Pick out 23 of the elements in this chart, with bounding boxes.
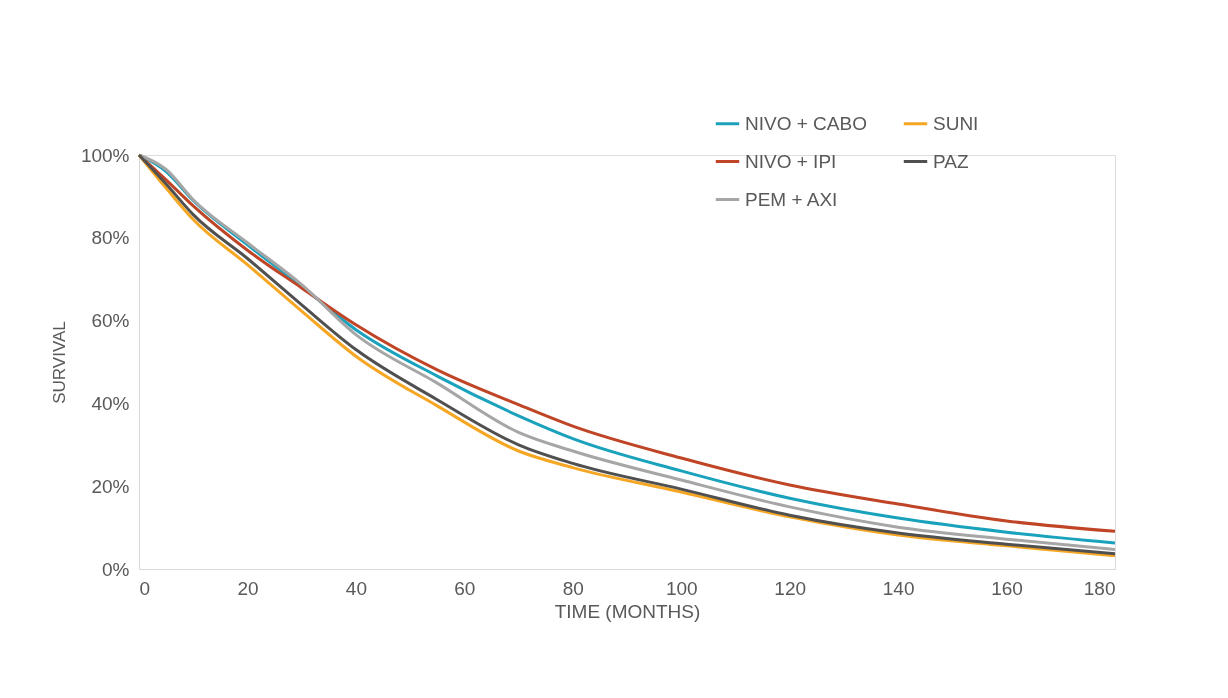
y-tick-label: 60%: [91, 310, 130, 332]
legend-label: NIVO + CABO: [745, 112, 867, 134]
x-tick-label: 120: [774, 577, 807, 599]
x-tick-label: 100: [665, 577, 698, 599]
x-tick-label: 80: [562, 577, 584, 599]
y-tick-label: 100%: [80, 144, 130, 166]
x-tick-label: 140: [882, 577, 915, 599]
y-tick-label: 0%: [102, 558, 130, 580]
x-tick-label: 0: [139, 577, 151, 599]
y-tick-label: 40%: [91, 392, 130, 414]
x-tick-label: 160: [991, 577, 1023, 599]
x-tick-label: 20: [237, 577, 259, 599]
x-tick-label: 60: [454, 577, 476, 599]
y-tick-label: 80%: [91, 227, 130, 249]
legend-label: PEM + AXI: [745, 188, 838, 210]
y-tick-label: 20%: [91, 475, 130, 497]
x-axis-title: TIME (MONTHS): [554, 600, 701, 622]
x-tick-label: 180: [1083, 577, 1116, 599]
legend-label: NIVO + IPI: [745, 150, 837, 172]
legend-label: PAZ: [933, 150, 969, 172]
legend-label: SUNI: [933, 112, 979, 134]
x-tick-label: 40: [345, 577, 367, 599]
y-axis-title: SURVIVAL: [49, 321, 69, 404]
